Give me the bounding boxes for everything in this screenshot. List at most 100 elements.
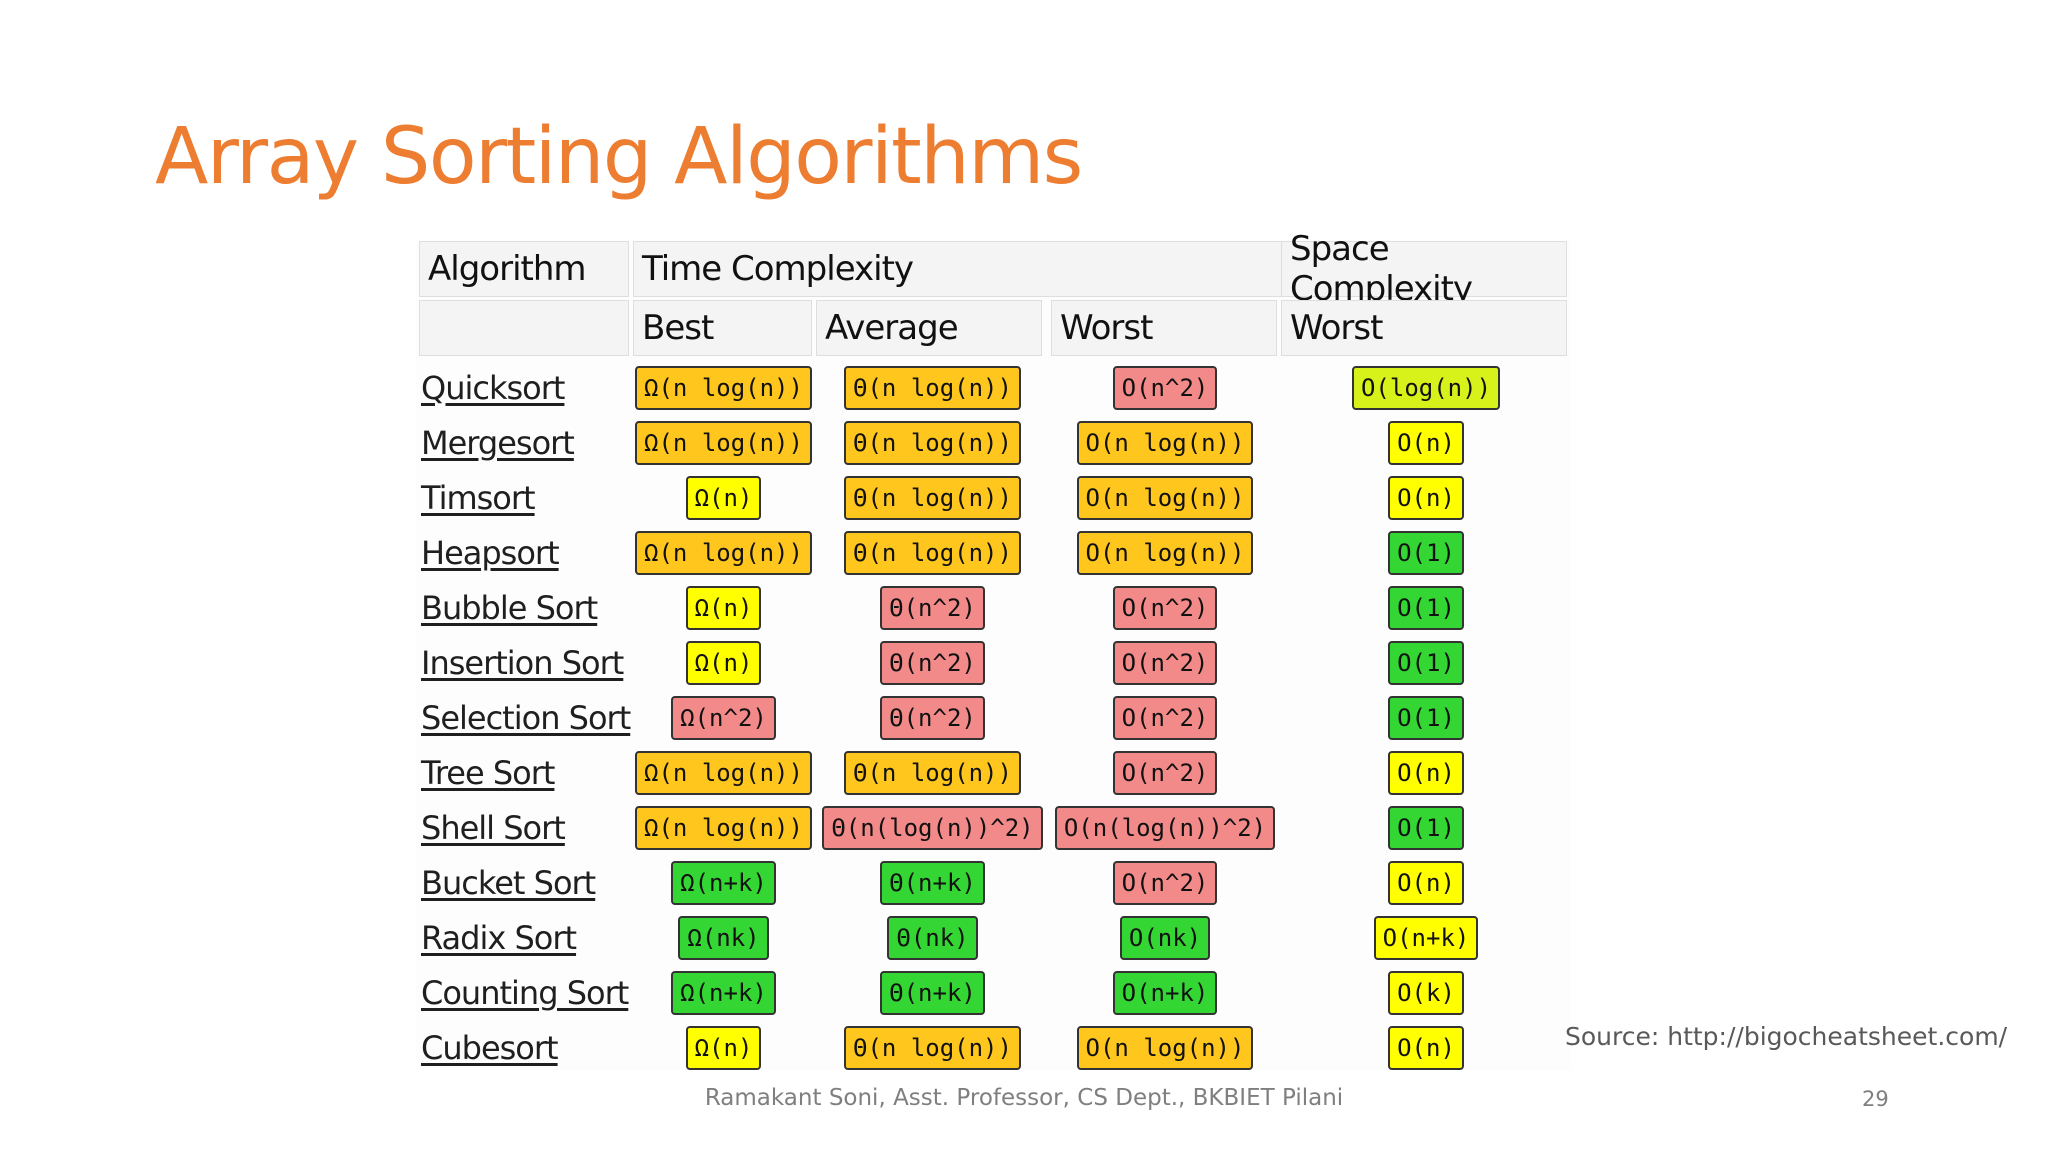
table-row: Bubble Sort Ω(n) Θ(n^2) O(n^2) O(1)	[416, 580, 1571, 635]
table-row: Bucket Sort Ω(n+k) Θ(n+k) O(n^2) O(n)	[416, 855, 1571, 910]
best-complexity-badge: Ω(n^2)	[671, 695, 776, 740]
space-cell: O(log(n))	[1281, 360, 1571, 415]
average-complexity-badge: Θ(n^2)	[880, 585, 985, 630]
algorithm-link[interactable]: Radix Sort	[421, 918, 577, 957]
algorithm-link[interactable]: Bucket Sort	[421, 863, 596, 902]
worst-complexity-badge: O(n^2)	[1112, 640, 1218, 685]
algorithm-link[interactable]: Tree Sort	[421, 753, 555, 792]
average-cell: Θ(n log(n))	[816, 415, 1049, 470]
table-row: Radix Sort Ω(nk) Θ(nk) O(nk) O(n+k)	[416, 910, 1571, 965]
worst-complexity-badge: O(nk)	[1119, 915, 1211, 960]
average-cell: Θ(n log(n))	[816, 525, 1049, 580]
table-row: Cubesort Ω(n) Θ(n log(n)) O(n log(n)) O(n)	[416, 1020, 1571, 1075]
worst-complexity-badge: O(n log(n))	[1076, 1025, 1254, 1070]
best-cell: Ω(n)	[632, 635, 815, 690]
worst-complexity-badge: O(n^2)	[1112, 585, 1218, 630]
footer-text: Ramakant Soni, Asst. Professor, CS Dept.…	[704, 1085, 1344, 1111]
average-cell: Θ(n log(n))	[816, 1020, 1049, 1075]
average-cell: Θ(n^2)	[816, 635, 1049, 690]
worst-complexity-badge: O(n(log(n))^2)	[1054, 805, 1276, 850]
best-complexity-badge: Ω(n)	[685, 475, 762, 520]
header-time-complexity: Time Complexity	[633, 241, 1296, 297]
worst-complexity-badge: O(n log(n))	[1076, 420, 1254, 465]
best-cell: Ω(n log(n))	[632, 800, 815, 855]
algorithm-link[interactable]: Cubesort	[421, 1028, 559, 1067]
best-complexity-badge: Ω(n log(n))	[635, 420, 812, 465]
space-complexity-badge: O(n)	[1388, 475, 1464, 520]
space-complexity-badge: O(1)	[1388, 695, 1464, 740]
best-cell: Ω(n log(n))	[632, 525, 815, 580]
algorithm-link[interactable]: Mergesort	[421, 423, 575, 462]
average-complexity-badge: Θ(n log(n))	[844, 530, 1021, 575]
best-complexity-badge: Ω(n+k)	[671, 860, 776, 905]
worst-cell: O(n log(n))	[1049, 415, 1281, 470]
table-row: Tree Sort Ω(n log(n)) Θ(n log(n)) O(n^2) O(n…	[416, 745, 1571, 800]
worst-cell: O(n+k)	[1049, 965, 1281, 1020]
space-complexity-badge: O(n)	[1388, 1025, 1464, 1070]
worst-complexity-badge: O(n+k)	[1112, 970, 1218, 1015]
worst-cell: O(n(log(n))^2)	[1049, 800, 1281, 855]
slide-title: Array Sorting Algorithms	[155, 112, 1083, 202]
average-complexity-badge: Θ(n+k)	[880, 860, 985, 905]
average-complexity-badge: Θ(n log(n))	[844, 475, 1021, 520]
space-cell: O(1)	[1281, 580, 1571, 635]
average-cell: Θ(n log(n))	[816, 470, 1049, 525]
table-row: Shell Sort Ω(n log(n)) Θ(n(log(n))^2) O(n(l…	[416, 800, 1571, 855]
space-cell: O(n)	[1281, 855, 1571, 910]
worst-cell: O(nk)	[1049, 910, 1281, 965]
space-complexity-badge: O(1)	[1388, 805, 1464, 850]
algorithm-link[interactable]: Timsort	[421, 478, 536, 517]
table-row: Insertion Sort Ω(n) Θ(n^2) O(n^2) O(1)	[416, 635, 1571, 690]
best-complexity-badge: Ω(n)	[685, 585, 762, 630]
average-complexity-badge: Θ(n log(n))	[844, 750, 1021, 795]
table-row: Heapsort Ω(n log(n)) Θ(n log(n)) O(n log(n)…	[416, 525, 1571, 580]
space-cell: O(1)	[1281, 690, 1571, 745]
worst-cell: O(n^2)	[1049, 690, 1281, 745]
table-row: Mergesort Ω(n log(n)) Θ(n log(n)) O(n log(n…	[416, 415, 1571, 470]
average-complexity-badge: Θ(n(log(n))^2)	[822, 805, 1043, 850]
algorithm-link[interactable]: Counting Sort	[421, 973, 629, 1012]
algorithm-link[interactable]: Selection Sort	[421, 698, 631, 737]
best-complexity-badge: Ω(n log(n))	[635, 750, 812, 795]
space-complexity-badge: O(1)	[1388, 585, 1464, 630]
space-complexity-badge: O(log(n))	[1351, 365, 1501, 410]
space-complexity-badge: O(n)	[1388, 860, 1464, 905]
best-cell: Ω(n^2)	[632, 690, 815, 745]
complexity-table: Algorithm Time Complexity Space Complexi…	[416, 229, 1571, 1070]
average-cell: Θ(n^2)	[816, 580, 1049, 635]
algorithm-link[interactable]: Quicksort	[421, 368, 565, 407]
best-cell: Ω(nk)	[632, 910, 815, 965]
space-complexity-badge: O(1)	[1388, 640, 1464, 685]
best-complexity-badge: Ω(n log(n))	[635, 530, 812, 575]
best-cell: Ω(n)	[632, 1020, 815, 1075]
space-cell: O(1)	[1281, 525, 1571, 580]
header-algorithm: Algorithm	[419, 241, 629, 297]
average-complexity-badge: Θ(n log(n))	[844, 365, 1021, 410]
best-cell: Ω(n)	[632, 470, 815, 525]
average-cell: Θ(n log(n))	[816, 360, 1049, 415]
worst-cell: O(n log(n))	[1049, 525, 1281, 580]
best-complexity-badge: Ω(n)	[685, 1025, 762, 1070]
best-cell: Ω(n log(n))	[632, 415, 815, 470]
algorithm-link[interactable]: Shell Sort	[421, 808, 566, 847]
worst-cell: O(n log(n))	[1049, 1020, 1281, 1075]
algorithm-link[interactable]: Insertion Sort	[421, 643, 624, 682]
algorithm-link[interactable]: Heapsort	[421, 533, 560, 572]
best-complexity-badge: Ω(nk)	[678, 915, 769, 960]
space-complexity-badge: O(n)	[1388, 750, 1464, 795]
space-cell: O(1)	[1281, 635, 1571, 690]
average-cell: Θ(n log(n))	[816, 745, 1049, 800]
best-cell: Ω(n log(n))	[632, 360, 815, 415]
average-cell: Θ(n+k)	[816, 855, 1049, 910]
worst-cell: O(n^2)	[1049, 360, 1281, 415]
header-average: Average	[816, 300, 1042, 356]
best-complexity-badge: Ω(n log(n))	[635, 365, 812, 410]
worst-complexity-badge: O(n^2)	[1112, 365, 1218, 410]
best-complexity-badge: Ω(n log(n))	[635, 805, 812, 850]
space-cell: O(k)	[1281, 965, 1571, 1020]
average-complexity-badge: Θ(n+k)	[880, 970, 985, 1015]
algorithm-link[interactable]: Bubble Sort	[421, 588, 598, 627]
worst-cell: O(n^2)	[1049, 635, 1281, 690]
worst-cell: O(n^2)	[1049, 855, 1281, 910]
worst-complexity-badge: O(n log(n))	[1076, 530, 1254, 575]
